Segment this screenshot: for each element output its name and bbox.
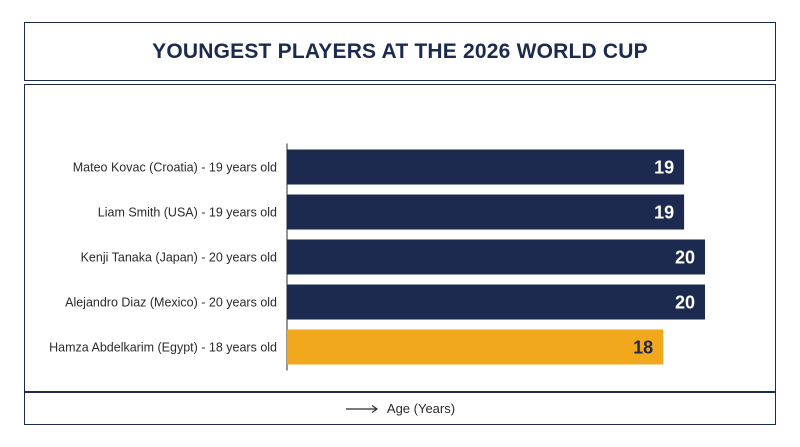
data-label: 20 — [675, 293, 695, 313]
bar — [287, 329, 664, 365]
bar — [287, 149, 685, 185]
x-axis-label: Age (Years) — [386, 401, 456, 416]
bar — [287, 194, 685, 230]
bar-chart: Mateo Kovac (Croatia) - 19 years old 19 Li… — [49, 143, 705, 371]
x-axis-panel: Age (Years) — [24, 392, 776, 425]
bar — [287, 284, 705, 320]
title-panel: YOUNGEST PLAYERS AT THE 2026 WORLD CUP — [24, 22, 776, 81]
category-label: Liam Smith (USA) - 19 years old — [98, 206, 277, 220]
data-label: 19 — [654, 158, 674, 178]
category-label: Mateo Kovac (Croatia) - 19 years old — [73, 161, 277, 175]
data-label: 18 — [633, 338, 653, 358]
chart-title: YOUNGEST PLAYERS AT THE 2026 WORLD CUP — [152, 39, 648, 63]
category-label: Hamza Abdelkarim (Egypt) - 18 years old — [49, 341, 277, 355]
arrow-right-icon — [345, 404, 378, 413]
bar — [287, 239, 705, 275]
data-label: 19 — [654, 203, 674, 223]
data-label: 20 — [675, 248, 695, 268]
category-label: Kenji Tanaka (Japan) - 20 years old — [81, 251, 277, 265]
chart-panel: Mateo Kovac (Croatia) - 19 years old 19 Li… — [24, 84, 776, 392]
category-label: Alejandro Diaz (Mexico) - 20 years old — [65, 296, 277, 310]
